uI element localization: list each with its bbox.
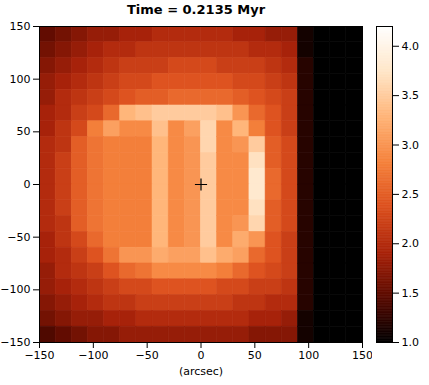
svg-text:−150: −150 xyxy=(24,349,54,362)
svg-text:100: 100 xyxy=(10,73,31,86)
svg-text:2.5: 2.5 xyxy=(402,188,420,201)
svg-text:−50: −50 xyxy=(7,231,30,244)
svg-text:150: 150 xyxy=(352,349,372,362)
svg-text:1.5: 1.5 xyxy=(402,287,420,300)
svg-text:150: 150 xyxy=(10,20,31,33)
svg-text:−100: −100 xyxy=(0,283,30,296)
svg-text:3.5: 3.5 xyxy=(402,89,420,102)
svg-text:(arcsec): (arcsec) xyxy=(179,365,223,378)
svg-text:50: 50 xyxy=(17,125,31,138)
svg-text:−150: −150 xyxy=(0,336,30,349)
svg-text:3.0: 3.0 xyxy=(402,139,420,152)
svg-text:2.0: 2.0 xyxy=(402,237,420,250)
svg-text:1.0: 1.0 xyxy=(402,336,420,349)
svg-text:−100: −100 xyxy=(78,349,108,362)
html-text:Time = 0.2135 Myr: Time = 0.2135 Myr xyxy=(126,2,266,17)
svg-text:100: 100 xyxy=(298,349,319,362)
svg-text:0: 0 xyxy=(198,349,205,362)
svg-text:0: 0 xyxy=(24,178,31,191)
svg-text:4.0: 4.0 xyxy=(402,40,420,53)
svg-text:−50: −50 xyxy=(136,349,159,362)
svg-text:50: 50 xyxy=(248,349,262,362)
